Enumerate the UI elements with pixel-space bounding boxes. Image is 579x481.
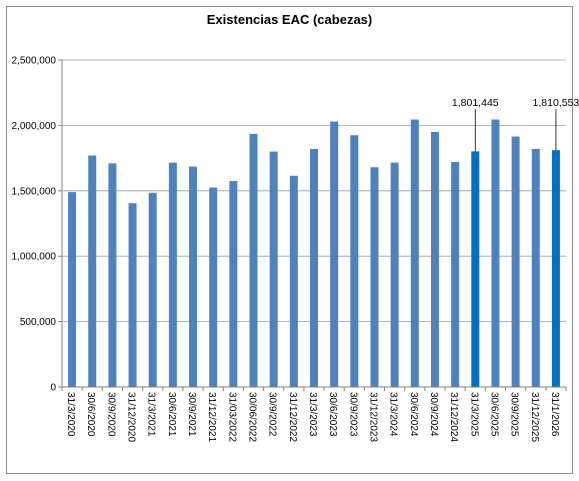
- x-axis: 31/3/2020 30/6/2020 30/9/2020 31/12/2020 31/…: [61, 386, 567, 442]
- bar: [249, 133, 258, 387]
- bar: [430, 131, 439, 387]
- y-axis: 0 500,000 1,000,000 1,500,000 2,000,000 2,500…: [12, 56, 63, 394]
- chart-title: Existencias EAC (cabezas): [206, 12, 373, 27]
- x-tick-label: 31/3/2023: [307, 392, 318, 437]
- bar: [269, 151, 278, 387]
- bar: [209, 187, 218, 387]
- bar: [310, 148, 318, 387]
- bar: [370, 167, 379, 387]
- bar: [108, 163, 117, 387]
- data-label: 1,810,553: [533, 97, 579, 109]
- x-tick-label: 30/9/2024: [428, 392, 439, 437]
- x-tick-label: 30/9/2021: [186, 392, 197, 437]
- bar: [68, 192, 77, 387]
- bar: [451, 162, 460, 387]
- x-tick-label: 31/1/2026: [549, 392, 560, 437]
- x-tick-label: 31/12/2021: [206, 392, 217, 442]
- bar: [511, 136, 520, 387]
- data-label: 1,801,445: [452, 97, 499, 109]
- bar: [330, 121, 339, 387]
- x-tick-label: 30/6/2020: [85, 392, 96, 437]
- y-tick-label: 2,500,000: [12, 56, 57, 67]
- bar: [350, 135, 359, 387]
- bar: [168, 162, 177, 387]
- y-tick-label: 500,000: [20, 317, 57, 328]
- bar: [289, 175, 298, 387]
- x-tick-label: 31/3/2021: [146, 392, 157, 437]
- bar: [491, 119, 500, 387]
- x-tick-label: 30/9/2023: [347, 392, 358, 437]
- x-tick-label: 30/06/2022: [247, 392, 258, 442]
- x-tick-label: 30/6/2025: [488, 392, 499, 437]
- bar: [148, 192, 157, 387]
- x-tick-label: 31/12/2020: [126, 392, 137, 442]
- x-tick-label: 31/3/2024: [388, 392, 399, 437]
- x-tick-label: 31/3/2020: [65, 392, 76, 437]
- x-tick-label: 30/6/2021: [166, 392, 177, 437]
- x-tick-label: 31/3/2025: [468, 392, 479, 437]
- x-tick-label: 30/9/2020: [105, 392, 116, 437]
- bar: [189, 166, 198, 387]
- y-tick-label: 1,000,000: [12, 252, 57, 263]
- x-tick-label: 31/12/2023: [367, 392, 378, 442]
- bar: [390, 162, 399, 387]
- x-tick-label: 31/12/2024: [448, 392, 459, 442]
- x-tick-label: 30/6/2024: [408, 392, 419, 437]
- x-tick-label: 31/12/2025: [529, 392, 540, 442]
- bar: [471, 151, 480, 387]
- y-tick-label: 2,000,000: [12, 121, 57, 132]
- bar: [128, 203, 137, 387]
- x-tick-label: 31/12/2022: [287, 392, 298, 442]
- bar: [229, 180, 238, 387]
- data-labels: 1,801,445 1,810,553: [452, 97, 579, 152]
- x-tick-label: 30/9/2022: [267, 392, 278, 437]
- bar: [410, 119, 419, 387]
- y-tick-label: 1,500,000: [12, 186, 57, 197]
- bar: [531, 148, 540, 387]
- bar: [88, 155, 97, 387]
- bars: [68, 119, 560, 387]
- bar: [551, 150, 560, 387]
- y-tick-label: 0: [50, 383, 56, 394]
- x-tick-label: 30/6/2023: [327, 392, 338, 437]
- x-tick-label: 30/9/2025: [509, 392, 520, 437]
- x-tick-label: 31/03/2022: [226, 392, 237, 442]
